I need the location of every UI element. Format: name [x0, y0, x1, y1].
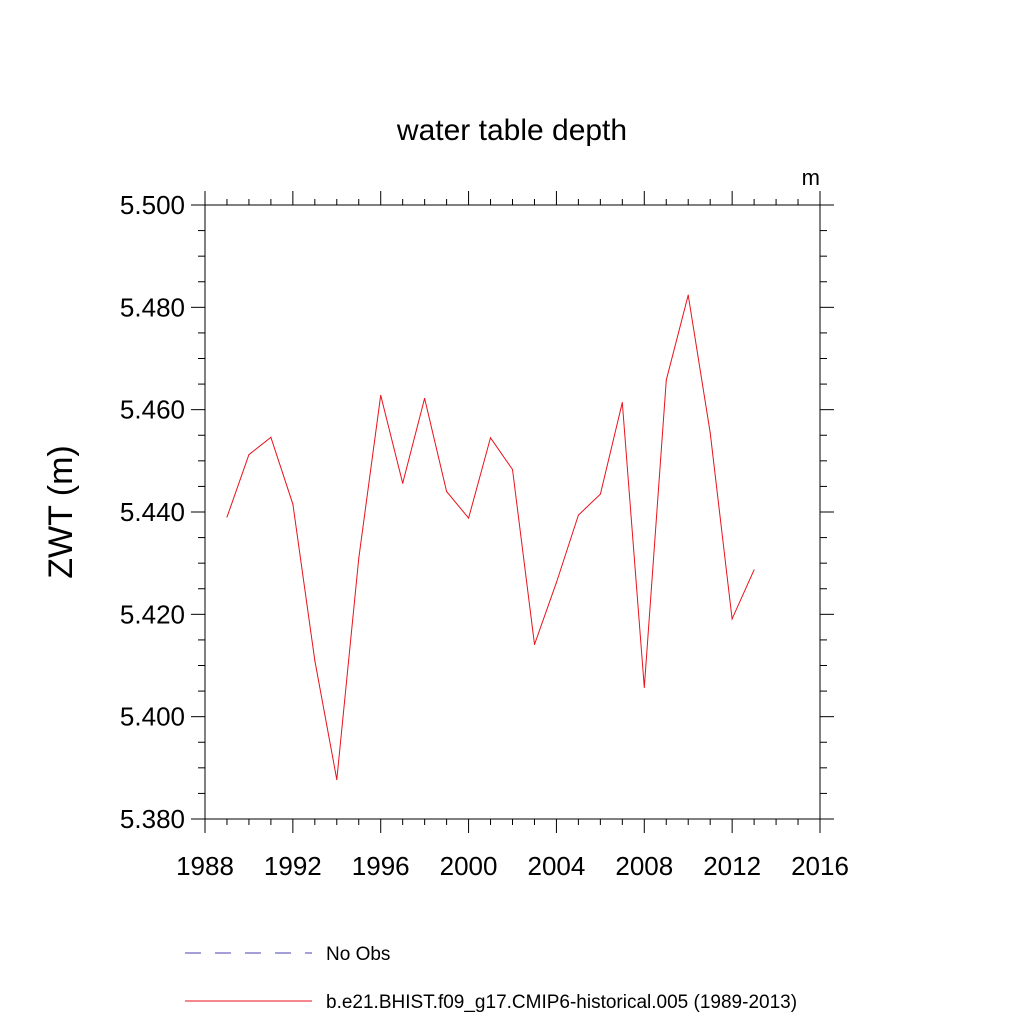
data-point	[490, 437, 492, 439]
data-point	[226, 516, 228, 518]
y-tick-label: 5.460	[120, 395, 185, 425]
data-point	[555, 582, 557, 584]
x-tick-label: 2016	[791, 851, 849, 881]
y-tick-label: 5.420	[120, 599, 185, 629]
data-point	[599, 493, 601, 495]
data-point	[687, 294, 689, 296]
legend-label: No Obs	[326, 944, 390, 965]
series-line	[226, 294, 755, 780]
x-tick-label: 1988	[176, 851, 234, 881]
data-point	[446, 491, 448, 493]
data-point	[577, 514, 579, 516]
legend-label: b.e21.BHIST.f09_g17.CMIP6-historical.005…	[326, 992, 797, 1013]
x-tick-label: 1992	[264, 851, 322, 881]
data-point	[314, 659, 316, 661]
y-axis-label: ZWT (m)	[42, 445, 80, 578]
data-point	[424, 397, 426, 399]
data-point	[380, 394, 382, 396]
x-tick-label: 2012	[703, 851, 761, 881]
x-tick-label: 2000	[440, 851, 498, 881]
data-point	[709, 432, 711, 434]
plot-frame	[204, 204, 821, 820]
data-point	[402, 482, 404, 484]
units-label: m	[802, 165, 820, 190]
y-tick-label: 5.480	[120, 292, 185, 322]
series-lines	[226, 294, 755, 781]
chart-title: water table depth	[396, 114, 627, 147]
data-point	[731, 618, 733, 620]
data-point	[270, 436, 272, 438]
data-point	[358, 557, 360, 559]
data-point	[468, 517, 470, 519]
y-tick-label: 5.400	[120, 702, 185, 732]
data-point	[336, 779, 338, 781]
data-point	[248, 454, 250, 456]
y-tick-label: 5.380	[120, 804, 185, 834]
data-point	[665, 379, 667, 381]
x-tick-label: 2004	[528, 851, 586, 881]
x-tick-label: 2008	[615, 851, 673, 881]
x-tick-label: 1996	[352, 851, 410, 881]
data-point	[643, 687, 645, 689]
data-point	[292, 503, 294, 505]
x-tick-labels: 1988 1992 1996 2000 2004 2008 2012 2016	[176, 851, 849, 881]
y-tick-label: 5.500	[120, 190, 185, 220]
data-point	[533, 644, 535, 646]
legend: No Obs b.e21.BHIST.f09_g17.CMIP6-historic…	[185, 944, 797, 1013]
y-tick-label: 5.440	[120, 497, 185, 527]
data-point	[512, 469, 513, 471]
y-tick-labels: 5.380 5.400 5.420 5.440 5.460 5.480 5.500	[120, 190, 185, 834]
data-point	[753, 569, 755, 571]
data-point	[621, 402, 623, 404]
axis-ticks	[191, 191, 834, 833]
